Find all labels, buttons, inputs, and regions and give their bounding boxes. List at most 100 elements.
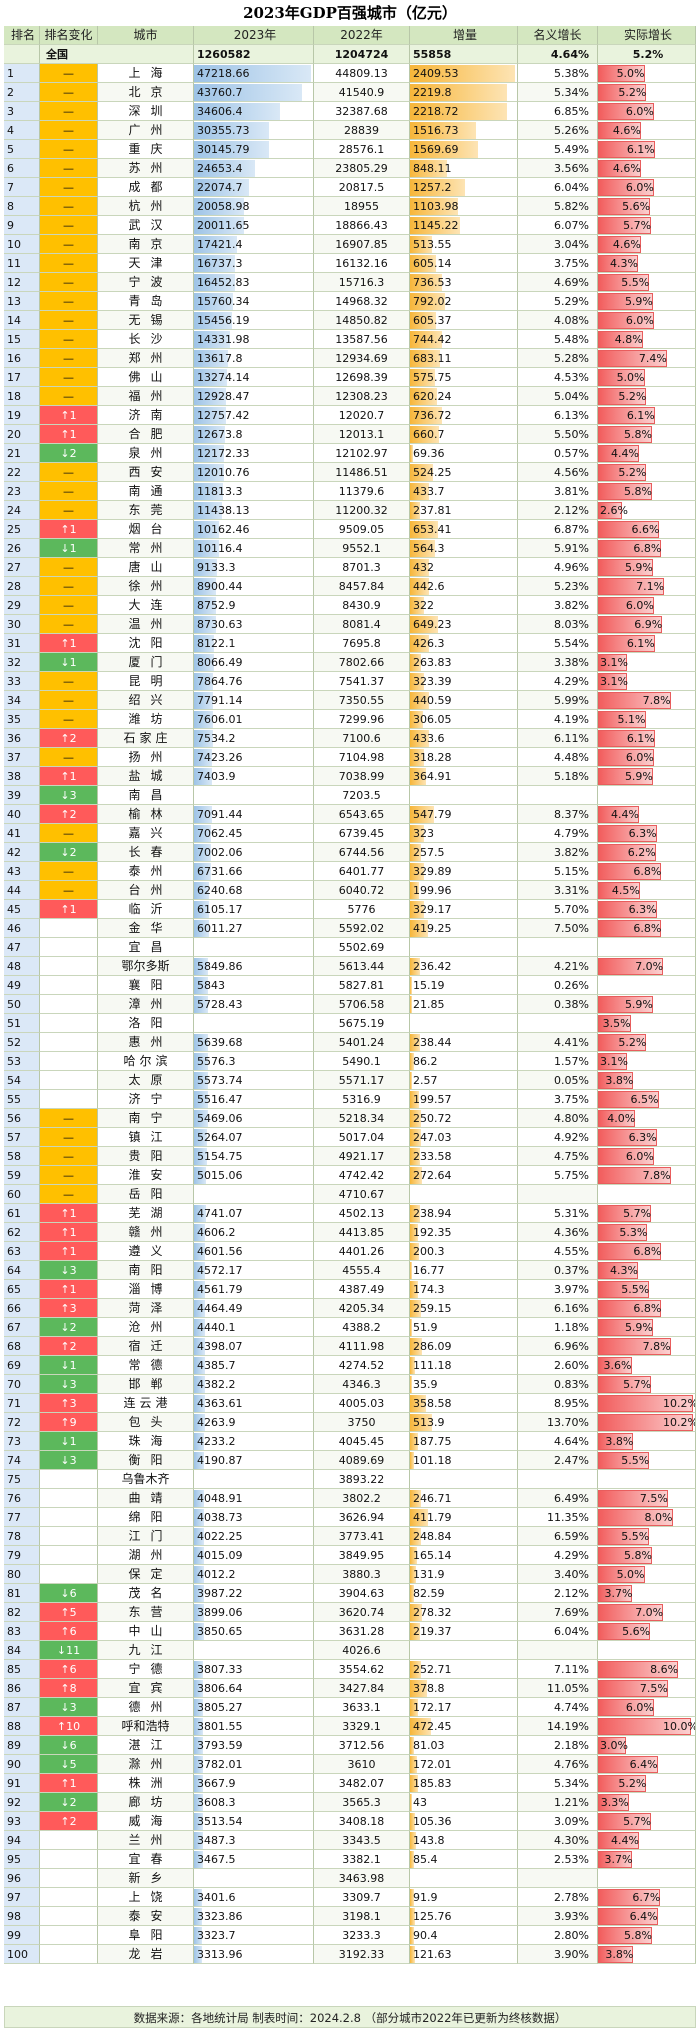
real-growth-value: 2.6% xyxy=(600,504,628,517)
gdp-2023-value: 8900.44 xyxy=(197,580,243,593)
increase-bar xyxy=(410,768,426,785)
gdp-2022-cell: 4026.6 xyxy=(314,1641,410,1660)
gdp-2022-cell: 4388.2 xyxy=(314,1318,410,1337)
real-growth-value: 6.3% xyxy=(628,827,657,840)
gdp-2023-cell: 6731.66 xyxy=(194,862,314,881)
real-growth-bar xyxy=(598,274,650,291)
increase-value: 364.91 xyxy=(413,770,452,783)
real-growth-cell: 6.4% xyxy=(598,1907,696,1926)
table-row: 2— 北京 43760.7 41540.9 2219.8 5.34% 5.2% xyxy=(4,83,696,102)
increase-bar xyxy=(410,1433,419,1450)
rank-change-cell: ↓1 xyxy=(40,1432,98,1451)
table-row: 39 ↓3 南昌 7203.5 xyxy=(4,786,696,805)
gdp-2023-value: 7534.2 xyxy=(197,732,236,745)
increase-bar xyxy=(410,1794,412,1811)
city-cell: 西安 xyxy=(98,463,194,482)
rank-cell: 75 xyxy=(4,1470,40,1489)
increase-cell xyxy=(410,1185,518,1204)
real-growth-bar xyxy=(598,1832,639,1849)
table-row: 23— 南通 11813.3 11379.6 433.7 3.81% 5.8% xyxy=(4,482,696,501)
gdp-2023-cell: 8900.44 xyxy=(194,577,314,596)
gdp-2023-value: 12928.47 xyxy=(197,390,250,403)
nominal-growth-cell: 5.04% xyxy=(518,387,598,406)
city-cell: 大连 xyxy=(98,596,194,615)
gdp-2023-bar xyxy=(194,293,234,310)
increase-cell: 192.35 xyxy=(410,1223,518,1242)
header-nominal: 名义增长 xyxy=(518,26,598,45)
city-cell: 金华 xyxy=(98,919,194,938)
gdp-2022-cell: 5218.34 xyxy=(314,1109,410,1128)
real-growth-bar xyxy=(598,1091,659,1108)
real-growth-cell: 5.1% xyxy=(598,710,696,729)
increase-cell: 15.19 xyxy=(410,976,518,995)
real-growth-bar xyxy=(598,1224,648,1241)
increase-bar xyxy=(410,1281,418,1298)
gdp-2023-bar xyxy=(194,1604,204,1621)
gdp-2023-value: 3323.7 xyxy=(197,1929,236,1942)
increase-cell: 329.17 xyxy=(410,900,518,919)
gdp-2023-value: 3807.33 xyxy=(197,1663,243,1676)
table-row: 80 保定 4012.2 3880.3 131.9 3.40% 5.0% xyxy=(4,1565,696,1584)
real-growth-value: 5.2% xyxy=(618,466,647,479)
gdp-2023-bar xyxy=(194,1946,203,1963)
nominal-growth-cell: 3.75% xyxy=(518,1090,598,1109)
gdp-2023-value: 14331.98 xyxy=(197,333,250,346)
rank-cell: 8 xyxy=(4,197,40,216)
gdp-2022-cell: 12698.39 xyxy=(314,368,410,387)
real-growth-cell: 6.5% xyxy=(598,1090,696,1109)
real-growth-cell: 6.0% xyxy=(598,748,696,767)
increase-cell: 660.7 xyxy=(410,425,518,444)
real-growth-bar xyxy=(598,179,654,196)
real-growth-bar xyxy=(598,312,654,329)
table-row: 35— 潍坊 7606.01 7299.96 306.05 4.19% 5.1% xyxy=(4,710,696,729)
increase-value: 81.03 xyxy=(413,1739,445,1752)
rank-cell: 19 xyxy=(4,406,40,425)
real-growth-cell: 4.4% xyxy=(598,805,696,824)
gdp-2023-bar xyxy=(194,179,249,196)
gdp-2023-value: 13617.8 xyxy=(197,352,243,365)
table-row: 27— 唐山 9133.3 8701.3 432 4.96% 5.9% xyxy=(4,558,696,577)
gdp-2023-bar xyxy=(194,1927,203,1944)
gdp-2022-cell: 28576.1 xyxy=(314,140,410,159)
gdp-2023-bar xyxy=(194,255,236,272)
real-growth-bar xyxy=(598,1433,634,1450)
rank-cell: 11 xyxy=(4,254,40,273)
increase-cell: 653.41 xyxy=(410,520,518,539)
table-row: 56— 南宁 5469.06 5218.34 250.72 4.80% 4.0% xyxy=(4,1109,696,1128)
rank-change-cell: — xyxy=(40,349,98,368)
gdp-2023-value: 5843 xyxy=(197,979,225,992)
table-row: 45 ↑1 临沂 6105.17 5776 329.17 5.70% 6.3% xyxy=(4,900,696,919)
rank-cell: 79 xyxy=(4,1546,40,1565)
table-row: 50 漳州 5728.43 5706.58 21.85 0.38% 5.9% xyxy=(4,995,696,1014)
gdp-2023-value: 3801.55 xyxy=(197,1720,243,1733)
increase-bar xyxy=(410,65,515,82)
increase-cell: 605.37 xyxy=(410,311,518,330)
real-growth-bar xyxy=(598,730,655,747)
increase-bar xyxy=(410,578,430,595)
city-cell: 温州 xyxy=(98,615,194,634)
real-growth-bar xyxy=(598,350,667,367)
gdp-2023-cell: 7534.2 xyxy=(194,729,314,748)
real-growth-bar xyxy=(598,616,663,633)
rank-cell: 12 xyxy=(4,273,40,292)
city-cell: 苏州 xyxy=(98,159,194,178)
gdp-2023-cell: 7002.06 xyxy=(194,843,314,862)
gdp-2023-bar xyxy=(194,825,212,842)
gdp-2023-bar xyxy=(194,806,212,823)
real-growth-value: 3.6% xyxy=(603,1359,632,1372)
real-growth-value: 3.0% xyxy=(600,1739,628,1752)
gdp-2023-value: 6731.66 xyxy=(197,865,243,878)
gdp-2023-cell: 7091.44 xyxy=(194,805,314,824)
gdp-2023-value: 5728.43 xyxy=(197,998,243,1011)
increase-cell: 1257.2 xyxy=(410,178,518,197)
rank-cell: 9 xyxy=(4,216,40,235)
table-row: 64 ↓3 南阳 4572.17 4555.4 16.77 0.37% 4.3% xyxy=(4,1261,696,1280)
gdp-2023-value: 4190.87 xyxy=(197,1454,243,1467)
gdp-2022-cell: 3610 xyxy=(314,1755,410,1774)
table-row: 73 ↓1 珠海 4233.2 4045.45 187.75 4.64% 3.8% xyxy=(4,1432,696,1451)
real-growth-cell: 6.1% xyxy=(598,140,696,159)
gdp-2022-cell: 6040.72 xyxy=(314,881,410,900)
real-growth-cell: 6.3% xyxy=(598,824,696,843)
real-growth-cell: 4.6% xyxy=(598,235,696,254)
real-growth-bar xyxy=(598,844,656,861)
